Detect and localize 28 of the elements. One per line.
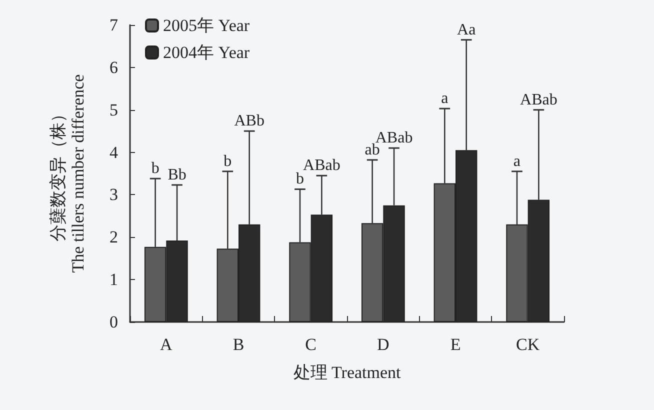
annotation: b [151, 160, 160, 178]
y-tick-label: 7 [110, 16, 118, 34]
annotation: ABab [520, 91, 558, 108]
y-tick-label: 6 [110, 58, 118, 77]
annotation: ABb [234, 112, 264, 130]
y-tick-label: 3 [110, 185, 118, 204]
x-tick-label: D [377, 335, 390, 354]
y-tick-label: 2 [110, 228, 118, 247]
x-tick-label: C [305, 335, 317, 354]
annotation: Aa [457, 21, 476, 38]
annotation: ABab [303, 157, 340, 174]
y-tick-label: 1 [110, 270, 118, 290]
y-axis-title: 分蘖数变异（株） The tillers number difference [48, 74, 88, 273]
legend-label: 2005年 Year [163, 16, 250, 35]
y-tick-label: 0 [110, 312, 118, 332]
x-tick-label: B [232, 335, 244, 354]
x-axis-title: 处理 Treatment [293, 363, 402, 382]
x-tick-label: CK [516, 335, 540, 354]
y-tick-label: 4 [110, 142, 118, 162]
annotation: a [441, 90, 448, 108]
legend-label: 2004年 Year [163, 43, 250, 62]
annotation: b [224, 152, 232, 170]
x-tick-label: A [160, 335, 174, 354]
annotation: a [513, 152, 521, 170]
y-tick-label: 5 [110, 100, 118, 120]
annotation: b [296, 170, 304, 188]
annotation: Bb [168, 166, 186, 184]
x-tick-label: E [450, 335, 461, 354]
